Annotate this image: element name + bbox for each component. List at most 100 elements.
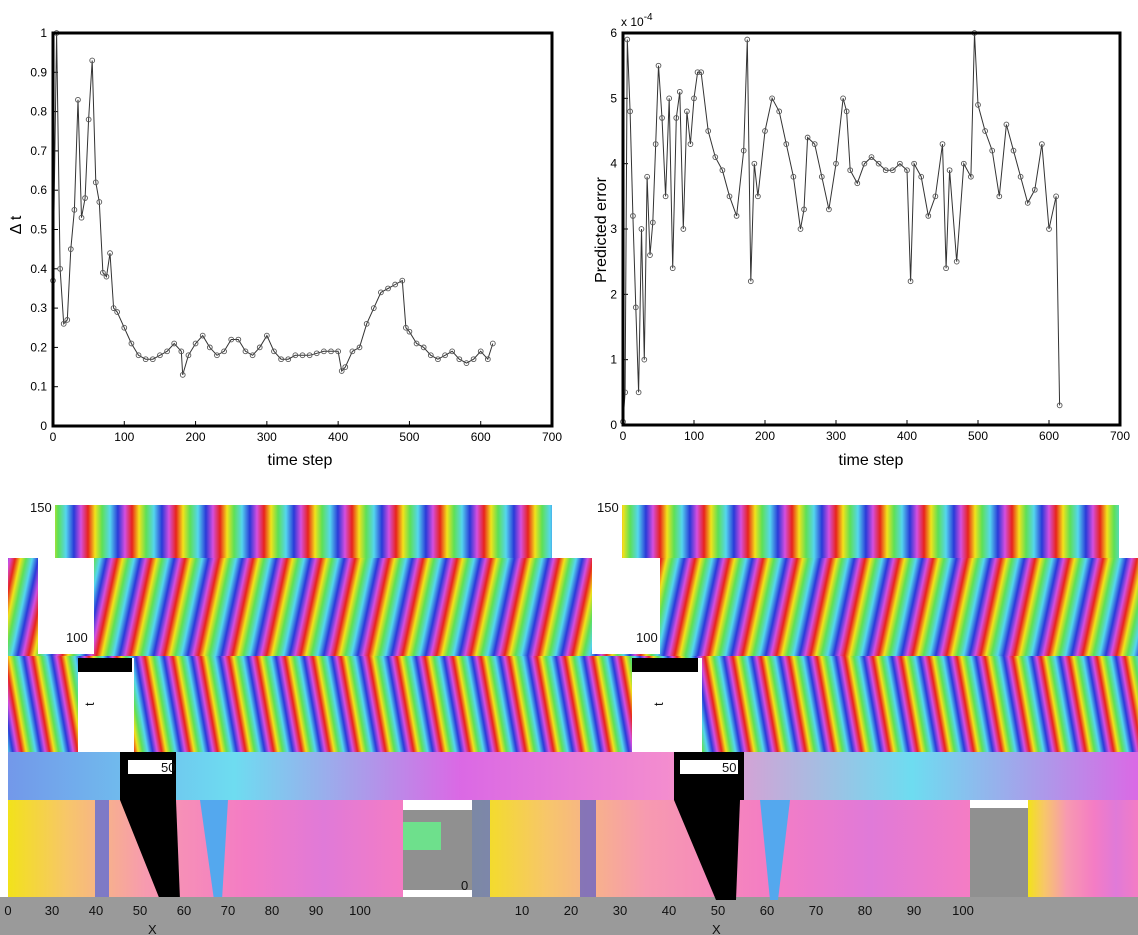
data-point [71, 207, 78, 213]
data-point [420, 344, 427, 351]
data-point [755, 193, 761, 200]
data-point [67, 246, 74, 253]
data-point [60, 320, 67, 327]
data-point [1053, 193, 1059, 200]
y-tick-label: 0.5 [30, 223, 47, 237]
data-point [868, 154, 875, 160]
blue-stripe [472, 800, 490, 897]
data-point [110, 305, 117, 311]
y-tick-50: 50 [722, 760, 736, 775]
y-tick-label: 1 [40, 26, 47, 40]
data-point [199, 332, 206, 339]
data-point [762, 128, 768, 134]
x-tick-label: 400 [897, 429, 917, 443]
data-point [406, 328, 413, 335]
y-tick-label: 0.7 [30, 144, 47, 158]
x-tick-label: 200 [186, 430, 206, 444]
data-point [826, 206, 832, 213]
data-point [142, 356, 149, 363]
y-tick-label: 0.9 [30, 65, 47, 79]
y-axis-label: Predicted error [593, 176, 610, 282]
data-point [463, 360, 470, 366]
data-point [989, 147, 996, 154]
x-tick-label: 500 [968, 429, 988, 443]
data-point [57, 265, 63, 272]
data-point [399, 277, 406, 284]
data-point [121, 324, 128, 331]
y-axis-label: t [82, 702, 97, 706]
blank-inset [680, 760, 738, 774]
data-point [687, 141, 694, 147]
data-point [299, 352, 306, 359]
data-point [228, 336, 235, 343]
data-point [666, 95, 673, 102]
data-point [719, 167, 726, 174]
data-point [221, 348, 227, 355]
data-point [92, 179, 99, 186]
x-tick-label: 100 [952, 903, 974, 918]
data-point [684, 108, 690, 115]
data-point [897, 160, 903, 167]
data-point [673, 115, 680, 121]
data-point [907, 278, 914, 285]
data-point [627, 108, 633, 115]
data-point [833, 160, 839, 167]
data-point [278, 356, 284, 363]
data-point [427, 352, 434, 359]
y-tick-50: 50 [161, 760, 175, 775]
x-tick-label: 80 [265, 903, 279, 918]
data-point [370, 305, 377, 311]
data-point [649, 219, 656, 226]
data-point [178, 348, 185, 355]
phase-row-4 [8, 752, 1138, 800]
data-point [712, 154, 719, 160]
data-point [78, 214, 85, 221]
data-point [107, 250, 113, 256]
data-point [939, 141, 946, 147]
data-point [489, 340, 496, 347]
x-tick-label: 10 [515, 903, 529, 918]
data-point [392, 281, 399, 288]
data-point [932, 193, 939, 200]
y-tick-label: 0.2 [30, 340, 47, 354]
data-point [694, 69, 701, 76]
data-point [171, 340, 178, 347]
blue-stripe [580, 800, 596, 897]
y-tick-150: 150 [30, 500, 52, 515]
left-phase-image: 150 100 50 t 0 30 40 50 60 70 80 90 100 X [0, 500, 1138, 935]
data-point [192, 340, 199, 347]
data-point [818, 173, 825, 180]
data-point [249, 352, 256, 359]
data-point [96, 199, 103, 205]
data-point [638, 226, 645, 232]
right-phase-image: 150 100 50 0 t 10 20 30 40 50 60 70 80 90 100 X [461, 500, 1138, 935]
data-point [751, 160, 758, 167]
x-tick-label: 400 [328, 430, 348, 444]
x-tick-label: 50 [711, 903, 725, 918]
data-point [854, 180, 861, 187]
x-tick-label: 60 [177, 903, 191, 918]
data-point [635, 389, 642, 396]
blank-inset [38, 558, 94, 654]
x-tick-label: 90 [907, 903, 921, 918]
phase-row-1 [55, 505, 552, 558]
x-axis-label: time step [839, 452, 904, 469]
x-tick-label: 0 [50, 430, 57, 444]
data-point [1031, 186, 1038, 193]
data-point [413, 340, 420, 347]
data-point [982, 128, 988, 134]
data-point [776, 108, 783, 115]
phase-row-5 [1028, 800, 1138, 897]
data-point [1024, 200, 1031, 206]
plot-frame [621, 31, 1122, 427]
data-point [790, 173, 797, 180]
data-point [100, 269, 106, 276]
blank-inset [592, 558, 660, 654]
data-point [804, 134, 811, 141]
data-point [149, 356, 156, 363]
data-point [1046, 226, 1052, 232]
data-point [470, 356, 477, 363]
x-tick-label: 300 [257, 430, 277, 444]
data-point [662, 193, 669, 200]
data-point [157, 352, 163, 359]
